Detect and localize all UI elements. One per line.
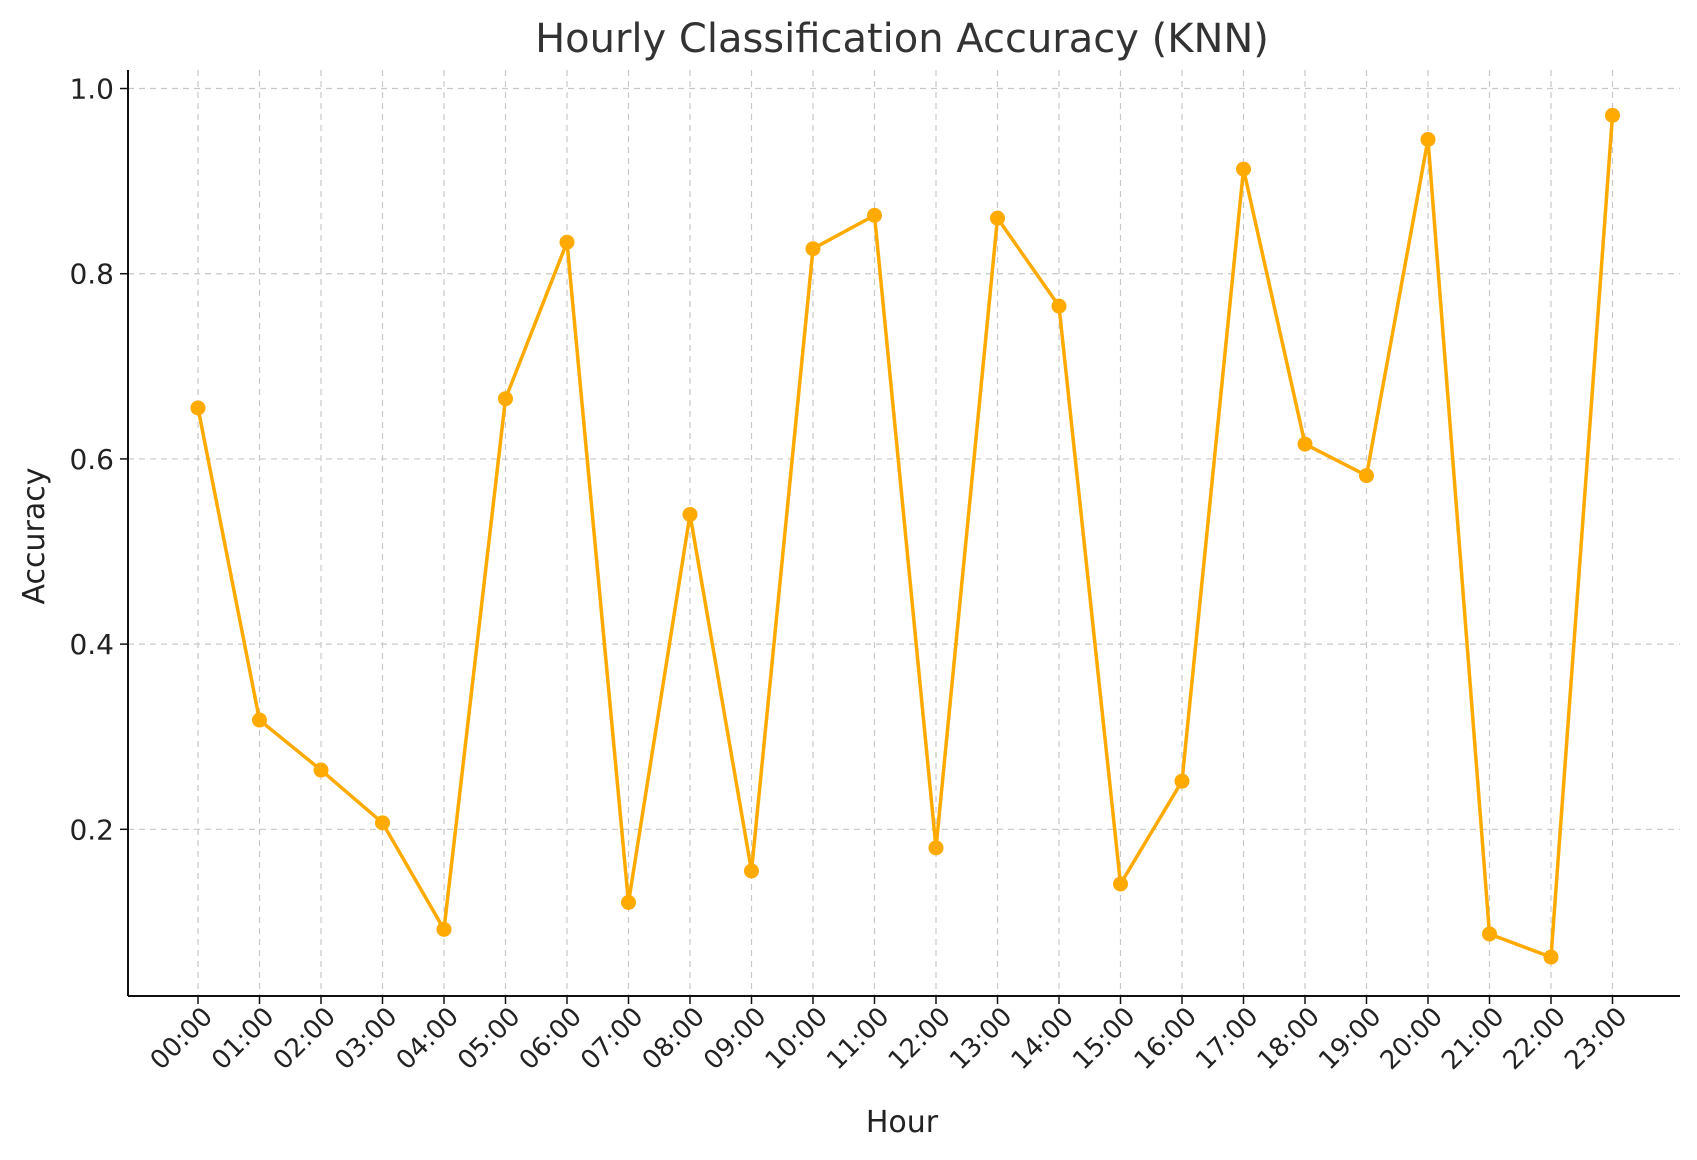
- data-point: [867, 207, 882, 223]
- x-tick-label: 13:00: [944, 1002, 1018, 1076]
- series-line: [196, 113, 1615, 959]
- data-point: [621, 894, 636, 910]
- data-point: [928, 840, 944, 856]
- x-tick-label: 06:00: [514, 1002, 588, 1076]
- data-point: [1359, 468, 1374, 484]
- x-tick-label: 00:00: [145, 1002, 219, 1076]
- x-axis-label: Hour: [866, 1105, 939, 1140]
- data-point: [1113, 876, 1128, 892]
- data-point: [805, 241, 821, 257]
- x-tick-label: 02:00: [268, 1002, 342, 1076]
- data-point: [190, 400, 206, 416]
- x-tick-label: 07:00: [575, 1002, 649, 1076]
- data-point: [1051, 298, 1067, 314]
- data-point: [559, 234, 575, 250]
- x-tick-label: 01:00: [206, 1002, 280, 1076]
- x-tick-label: 05:00: [452, 1002, 526, 1076]
- data-point: [1236, 161, 1251, 177]
- data-point: [1482, 926, 1497, 942]
- data-point: [498, 391, 513, 407]
- axes: [127, 70, 1680, 997]
- data-point: [1297, 436, 1313, 452]
- y-tick-label: 0.4: [69, 628, 114, 661]
- x-tick-label: 21:00: [1436, 1002, 1510, 1076]
- x-tick-label: 15:00: [1067, 1002, 1141, 1076]
- x-tick-label: 10:00: [760, 1002, 834, 1076]
- data-point: [990, 210, 1005, 226]
- data-point: [313, 762, 329, 778]
- data-point: [1420, 131, 1436, 147]
- data-point: [1174, 773, 1190, 789]
- x-tick-label: 12:00: [883, 1002, 957, 1076]
- x-tick-label: 14:00: [1006, 1002, 1080, 1076]
- x-tick-label: 19:00: [1313, 1002, 1387, 1076]
- x-tick-label: 22:00: [1498, 1002, 1572, 1076]
- x-tick-label: 23:00: [1559, 1002, 1633, 1076]
- x-tick-label: 03:00: [329, 1002, 403, 1076]
- x-tick-label: 20:00: [1375, 1002, 1449, 1076]
- x-tick-label: 09:00: [698, 1002, 772, 1076]
- x-axis-ticks: 00:0001:0002:0003:0004:0005:0006:0007:00…: [145, 996, 1633, 1076]
- x-tick-label: 11:00: [821, 1002, 895, 1076]
- data-point: [436, 921, 452, 937]
- data-point: [1605, 107, 1620, 123]
- y-tick-label: 0.2: [69, 813, 114, 846]
- y-axis-label: Accuracy: [17, 468, 52, 605]
- data-point: [252, 712, 267, 728]
- y-tick-label: 0.6: [69, 443, 114, 476]
- chart-title: Hourly Classification Accuracy (KNN): [535, 16, 1269, 62]
- x-tick-label: 04:00: [391, 1002, 465, 1076]
- data-series: [190, 107, 1620, 965]
- x-tick-label: 16:00: [1129, 1002, 1203, 1076]
- y-axis-ticks: 0.2 0.4 0.6 0.8 1.0: [69, 73, 128, 846]
- data-point: [744, 863, 759, 879]
- x-tick-label: 17:00: [1190, 1002, 1264, 1076]
- y-tick-label: 1.0: [69, 73, 114, 106]
- y-tick-label: 0.8: [69, 258, 114, 291]
- data-point: [682, 506, 698, 522]
- x-tick-label: 18:00: [1252, 1002, 1326, 1076]
- x-tick-label: 08:00: [637, 1002, 711, 1076]
- data-point: [375, 815, 390, 831]
- data-point: [1543, 949, 1559, 965]
